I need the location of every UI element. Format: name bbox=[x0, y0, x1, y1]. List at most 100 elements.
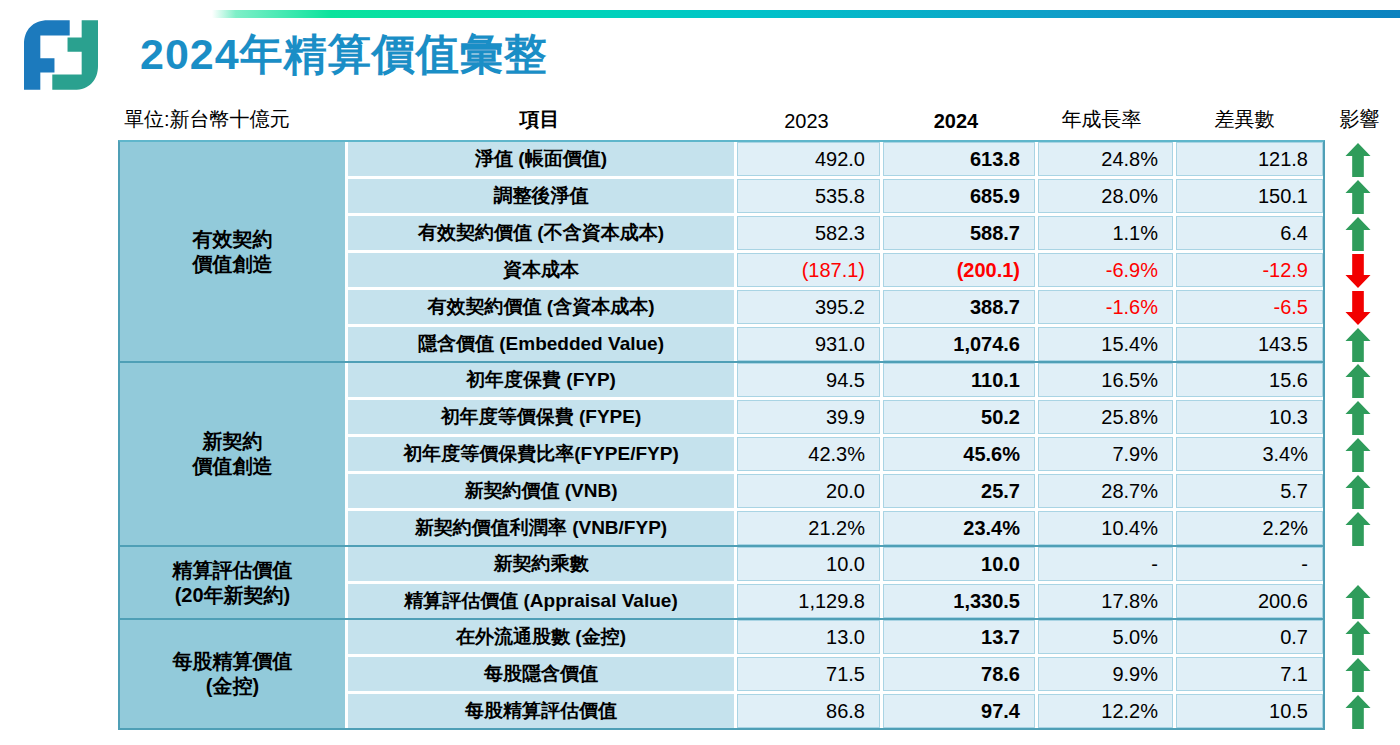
page-title: 2024年精算價值彙整 bbox=[140, 26, 548, 84]
value-2023-cell: 13.0 bbox=[737, 620, 880, 654]
value-2024-cell: (200.1) bbox=[883, 253, 1035, 287]
growth-rate-cell: 10.4% bbox=[1038, 511, 1173, 545]
difference-value: -6.5 bbox=[1274, 296, 1308, 319]
item-label-cell: 每股隱含價值 bbox=[348, 657, 734, 691]
difference-value: 0.7 bbox=[1280, 626, 1308, 649]
difference-cell: 15.6 bbox=[1176, 363, 1323, 397]
growth-rate-cell: 5.0% bbox=[1038, 620, 1173, 654]
item-label-cell: 初年度保費 (FYP) bbox=[348, 363, 734, 397]
impact-arrow-icon bbox=[1344, 585, 1372, 619]
fubon-logo-icon bbox=[24, 20, 98, 90]
impact-arrow-icon bbox=[1344, 291, 1372, 325]
impact-arrow-icon bbox=[1344, 254, 1372, 288]
group-label-cell: 每股精算價值 (金控) bbox=[120, 620, 345, 728]
value-2023-cell: 582.3 bbox=[737, 216, 880, 250]
difference-value: 15.6 bbox=[1269, 369, 1308, 392]
value-2024-cell: 588.7 bbox=[883, 216, 1035, 250]
item-label-cell: 新契約價值 (VNB) bbox=[348, 474, 734, 508]
growth-rate-cell: 24.8% bbox=[1038, 142, 1173, 176]
difference-cell: 0.7 bbox=[1176, 620, 1323, 654]
value-2024-cell: 50.2 bbox=[883, 400, 1035, 434]
growth-rate-cell: 7.9% bbox=[1038, 437, 1173, 471]
impact-arrow-icon bbox=[1344, 217, 1372, 251]
value-2024-cell: 23.4% bbox=[883, 511, 1035, 545]
item-label-cell: 初年度等價保費 (FYPE) bbox=[348, 400, 734, 434]
item-label-cell: 精算評估價值 (Appraisal Value) bbox=[348, 584, 734, 618]
item-label-cell: 隱含價值 (Embedded Value) bbox=[348, 327, 734, 361]
impact-arrow-icon bbox=[1344, 475, 1372, 509]
growth-rate-cell: -6.9% bbox=[1038, 253, 1173, 287]
table-group: 精算評估價值 (20年新契約) 新契約乘數 10.0 10.0 - - 精算評估… bbox=[120, 545, 1323, 618]
difference-cell: 5.7 bbox=[1176, 474, 1323, 508]
impact-arrow-icon bbox=[1344, 143, 1372, 177]
growth-rate-cell: 25.8% bbox=[1038, 400, 1173, 434]
header-gradient-rule bbox=[212, 10, 1400, 18]
growth-rate-cell: 12.2% bbox=[1038, 694, 1173, 728]
column-header-impact: 影響 bbox=[1319, 106, 1400, 133]
item-label-cell: 有效契約價值 (不含資本成本) bbox=[348, 216, 734, 250]
difference-cell: -12.9 bbox=[1176, 253, 1323, 287]
difference-value: 3.4% bbox=[1262, 443, 1308, 466]
item-label-cell: 新契約乘數 bbox=[348, 547, 734, 581]
difference-cell: -6.5 bbox=[1176, 290, 1323, 324]
value-2023-cell: 21.2% bbox=[737, 511, 880, 545]
value-2024-cell: 1,330.5 bbox=[883, 584, 1035, 618]
value-2024-cell: 1,074.6 bbox=[883, 327, 1035, 361]
value-2023-cell: 39.9 bbox=[737, 400, 880, 434]
impact-arrow-icon bbox=[1344, 438, 1372, 472]
difference-cell: 2.2% bbox=[1176, 511, 1323, 545]
value-2024-cell: 45.6% bbox=[883, 437, 1035, 471]
difference-value: 200.6 bbox=[1258, 590, 1308, 613]
value-2023-cell: 42.3% bbox=[737, 437, 880, 471]
growth-rate-cell: 16.5% bbox=[1038, 363, 1173, 397]
growth-rate-cell: 17.8% bbox=[1038, 584, 1173, 618]
value-2023-cell: 10.0 bbox=[737, 547, 880, 581]
value-2024-cell: 613.8 bbox=[883, 142, 1035, 176]
difference-cell: 6.4 bbox=[1176, 216, 1323, 250]
value-2023-cell: 94.5 bbox=[737, 363, 880, 397]
difference-cell: 10.3 bbox=[1176, 400, 1323, 434]
impact-arrow-icon bbox=[1344, 328, 1372, 362]
table-group: 每股精算價值 (金控) 在外流通股數 (金控) 13.0 13.7 5.0% 0… bbox=[120, 618, 1323, 728]
summary-table: 有效契約 價值創造 淨值 (帳面價值) 492.0 613.8 24.8% 12… bbox=[118, 140, 1325, 730]
value-2023-cell: 931.0 bbox=[737, 327, 880, 361]
item-label-cell: 有效契約價值 (含資本成本) bbox=[348, 290, 734, 324]
item-label-cell: 資本成本 bbox=[348, 253, 734, 287]
item-label-cell: 調整後淨值 bbox=[348, 179, 734, 213]
value-2023-cell: 1,129.8 bbox=[737, 584, 880, 618]
difference-value: -12.9 bbox=[1262, 259, 1308, 282]
table-group: 有效契約 價值創造 淨值 (帳面價值) 492.0 613.8 24.8% 12… bbox=[120, 142, 1323, 361]
difference-cell: 10.5 bbox=[1176, 694, 1323, 728]
difference-value: 121.8 bbox=[1258, 148, 1308, 171]
difference-cell: 7.1 bbox=[1176, 657, 1323, 691]
slide: 2024年精算價值彙整 單位:新台幣十億元 項目 2023 2024 年成長率 … bbox=[0, 0, 1400, 745]
item-label-cell: 初年度等價保費比率(FYPE/FYP) bbox=[348, 437, 734, 471]
difference-cell: 3.4% bbox=[1176, 437, 1323, 471]
value-2023-cell: 535.8 bbox=[737, 179, 880, 213]
difference-value: 10.3 bbox=[1269, 406, 1308, 429]
impact-arrow-icon bbox=[1344, 364, 1372, 398]
item-label-cell: 在外流通股數 (金控) bbox=[348, 620, 734, 654]
value-2024-cell: 110.1 bbox=[883, 363, 1035, 397]
value-2023-cell: (187.1) bbox=[737, 253, 880, 287]
difference-value: 6.4 bbox=[1280, 222, 1308, 245]
value-2023-cell: 86.8 bbox=[737, 694, 880, 728]
impact-arrow-icon bbox=[1344, 512, 1372, 546]
impact-arrow-icon bbox=[1344, 658, 1372, 692]
value-2023-cell: 71.5 bbox=[737, 657, 880, 691]
difference-value: 5.7 bbox=[1280, 480, 1308, 503]
impact-arrow-icon bbox=[1344, 621, 1372, 655]
group-label-cell: 精算評估價值 (20年新契約) bbox=[120, 547, 345, 618]
column-header-item: 項目 bbox=[345, 106, 734, 133]
unit-label: 單位:新台幣十億元 bbox=[118, 106, 345, 133]
group-label-cell: 有效契約 價值創造 bbox=[120, 142, 345, 361]
item-label-cell: 新契約價值利潤率 (VNB/FYP) bbox=[348, 511, 734, 545]
column-header-2023: 2023 bbox=[734, 110, 879, 133]
difference-cell: 121.8 bbox=[1176, 142, 1323, 176]
item-label-cell: 淨值 (帳面價值) bbox=[348, 142, 734, 176]
item-label-cell: 每股精算評估價值 bbox=[348, 694, 734, 728]
value-2024-cell: 685.9 bbox=[883, 179, 1035, 213]
difference-value: 150.1 bbox=[1258, 185, 1308, 208]
value-2024-cell: 97.4 bbox=[883, 694, 1035, 728]
column-header-growth-rate: 年成長率 bbox=[1033, 106, 1170, 133]
